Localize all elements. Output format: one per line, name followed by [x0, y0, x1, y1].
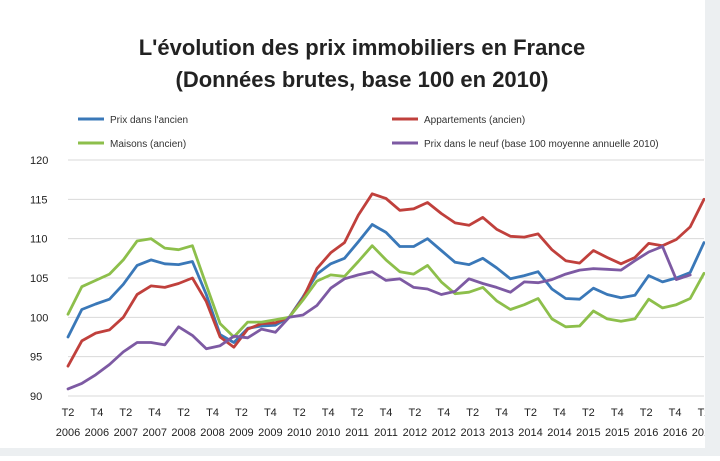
x-tick-quarter: T2: [524, 407, 537, 419]
x-tick-quarter: T4: [264, 407, 277, 419]
chart-title-line-1: L'évolution des prix immobiliers en Fran…: [139, 35, 586, 60]
x-tick-year: 2008: [171, 427, 195, 439]
chart-title-line-2: (Données brutes, base 100 en 2010): [176, 67, 549, 92]
x-tick-year: 2012: [432, 427, 456, 439]
x-tick-year: 2016: [663, 427, 687, 439]
x-tick-year: 2016: [634, 427, 658, 439]
series-line-0: [66, 223, 706, 344]
y-axis: 120 115 110 105 100 95 90: [30, 155, 48, 403]
x-tick-quarter: T4: [148, 407, 161, 419]
series-line-3: [66, 245, 692, 391]
x-tick-year: 2006: [56, 427, 80, 439]
x-tick-year: 2015: [576, 427, 600, 439]
x-tick-quarter: T2: [466, 407, 479, 419]
y-tick-label: 115: [30, 194, 48, 206]
legend-label-maisons: Maisons (ancien): [110, 139, 186, 150]
series-line-1: [66, 192, 706, 368]
x-tick-quarter: T2: [177, 407, 190, 419]
x-tick-quarter: T4: [611, 407, 624, 419]
y-tick-label: 110: [30, 234, 48, 246]
y-tick-label: 120: [30, 155, 48, 167]
x-tick-year: 2014: [547, 427, 571, 439]
y-tick-label: 100: [30, 312, 48, 324]
x-tick-quarter: T4: [553, 407, 566, 419]
x-tick-year: 2010: [287, 427, 311, 439]
x-tick-year: 2006: [85, 427, 109, 439]
x-tick-quarter: T4: [322, 407, 335, 419]
x-tick-quarter: T2: [582, 407, 595, 419]
x-tick-year: 2010: [316, 427, 340, 439]
x-tick-quarter: T4: [90, 407, 103, 419]
x-tick-year: 2011: [374, 427, 398, 439]
x-tick-year: 2009: [258, 427, 282, 439]
legend: Prix dans l'ancien Appartements (ancien)…: [78, 115, 659, 150]
x-tick-quarter: T2: [235, 407, 248, 419]
x-tick-year: 2007: [114, 427, 138, 439]
legend-label-prix-neuf: Prix dans le neuf (base 100 moyenne annu…: [424, 139, 659, 150]
x-tick-year: 2014: [518, 427, 542, 439]
x-tick-year: 2009: [229, 427, 253, 439]
x-tick-year: 2013: [460, 427, 484, 439]
x-tick-quarter: T2: [351, 407, 364, 419]
y-tick-label: 95: [30, 352, 42, 364]
gridlines: [68, 159, 704, 397]
x-tick-quarter: T2: [119, 407, 132, 419]
x-tick-quarter: T4: [437, 407, 450, 419]
y-tick-label: 90: [30, 391, 42, 403]
x-tick-quarter: T4: [206, 407, 219, 419]
x-tick-quarter: T2: [408, 407, 421, 419]
legend-label-prix-ancien: Prix dans l'ancien: [110, 115, 188, 126]
series-lines: [66, 192, 706, 391]
bottom-edge-strip: [0, 448, 720, 456]
x-tick-quarter: T4: [495, 407, 508, 419]
x-axis: T2 2006 T4 2006 T2 2007 T4 2007 T2 2008 T4 2008 T2 20…: [56, 407, 716, 439]
x-tick-year: 2015: [605, 427, 629, 439]
x-tick-quarter: T4: [669, 407, 682, 419]
x-tick-year: 2013: [489, 427, 513, 439]
right-edge-strip: [705, 0, 720, 456]
x-tick-quarter: T2: [640, 407, 653, 419]
y-tick-label: 105: [30, 273, 48, 285]
x-tick-quarter: T4: [380, 407, 393, 419]
series-line-2: [66, 237, 706, 339]
x-tick-quarter: T2: [62, 407, 75, 419]
x-tick-year: 2007: [142, 427, 166, 439]
x-tick-year: 2012: [403, 427, 427, 439]
x-tick-year: 2011: [345, 427, 369, 439]
x-tick-year: 2008: [200, 427, 224, 439]
legend-label-appartements: Appartements (ancien): [424, 115, 525, 126]
x-tick-quarter: T2: [293, 407, 306, 419]
